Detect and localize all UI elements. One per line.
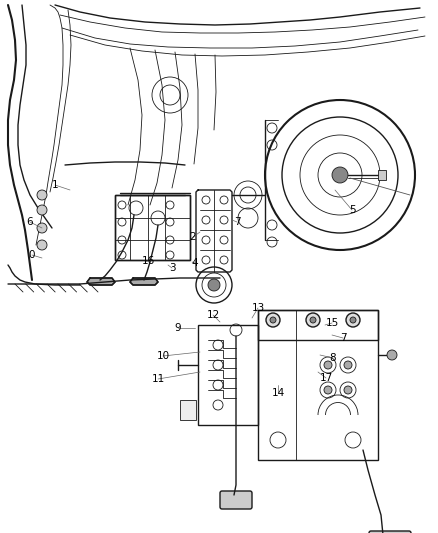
Circle shape — [266, 313, 280, 327]
Circle shape — [37, 205, 47, 215]
FancyBboxPatch shape — [220, 491, 252, 509]
Bar — [378, 170, 386, 180]
Text: 17: 17 — [319, 373, 332, 383]
Text: 7: 7 — [340, 333, 346, 343]
Bar — [115, 195, 190, 260]
Text: 9: 9 — [175, 323, 181, 333]
Circle shape — [270, 317, 276, 323]
FancyBboxPatch shape — [369, 531, 411, 533]
Polygon shape — [87, 278, 115, 285]
Circle shape — [37, 223, 47, 233]
Bar — [115, 195, 190, 260]
Text: 3: 3 — [169, 263, 175, 273]
Circle shape — [324, 386, 332, 394]
Text: 8: 8 — [330, 353, 336, 363]
Polygon shape — [130, 278, 158, 285]
Circle shape — [332, 167, 348, 183]
Circle shape — [306, 313, 320, 327]
Bar — [258, 310, 378, 340]
Circle shape — [344, 361, 352, 369]
Circle shape — [310, 317, 316, 323]
Circle shape — [387, 350, 397, 360]
Text: 13: 13 — [251, 303, 265, 313]
Text: 5: 5 — [349, 205, 355, 215]
Text: 16: 16 — [141, 256, 155, 266]
Text: 7: 7 — [234, 217, 240, 227]
Text: 11: 11 — [152, 374, 165, 384]
Bar — [258, 310, 378, 460]
Bar — [180, 400, 196, 420]
Circle shape — [324, 361, 332, 369]
Circle shape — [37, 240, 47, 250]
Circle shape — [350, 317, 356, 323]
Text: 14: 14 — [272, 388, 285, 398]
Circle shape — [346, 313, 360, 327]
Circle shape — [344, 386, 352, 394]
Text: 2: 2 — [190, 232, 196, 242]
Text: 1: 1 — [52, 180, 58, 190]
Text: 10: 10 — [156, 351, 170, 361]
Text: 15: 15 — [325, 318, 339, 328]
Bar — [198, 325, 258, 425]
Text: 6: 6 — [27, 217, 33, 227]
Circle shape — [37, 190, 47, 200]
Text: 0: 0 — [29, 250, 35, 260]
Circle shape — [208, 279, 220, 291]
Text: 4: 4 — [192, 258, 198, 268]
Text: 12: 12 — [206, 310, 219, 320]
